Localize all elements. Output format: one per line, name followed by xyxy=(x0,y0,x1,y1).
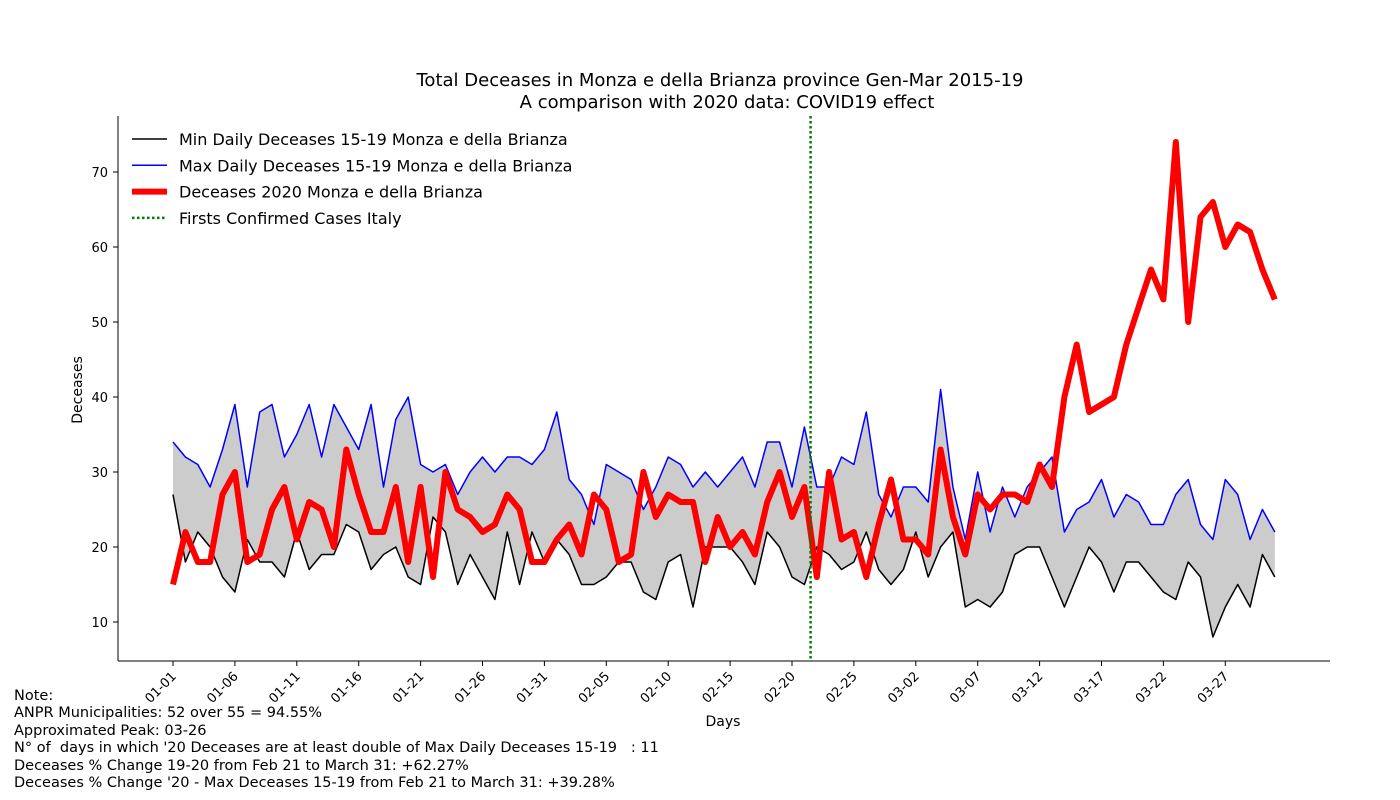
legend-label: Deceases 2020 Monza e della Brianza xyxy=(179,183,483,202)
legend-label: Max Daily Deceases 15-19 Monza e della B… xyxy=(179,156,572,175)
x-tick-label: 02-25 xyxy=(823,669,860,706)
y-tick-label: 40 xyxy=(91,391,108,406)
y-tick-label: 30 xyxy=(91,466,108,481)
series-line-min-daily-deceases-15-19-monza-e-della-brianza xyxy=(172,494,1276,638)
min-max-fill-area xyxy=(173,389,1275,637)
y-axis-label: Deceases xyxy=(70,356,86,423)
x-tick-label: 02-15 xyxy=(700,669,737,706)
y-tick-label: 20 xyxy=(91,541,108,556)
y-tick-label: 60 xyxy=(91,241,108,256)
y-tick-label: 70 xyxy=(91,166,108,181)
x-tick-label: 03-02 xyxy=(885,669,922,706)
y-ticks: 10 20 30 40 50 60 70 xyxy=(91,166,118,631)
x-tick-label: 03-12 xyxy=(1009,669,1046,706)
notes-double-days: N° of days in which '20 Deceases are at … xyxy=(14,740,659,757)
x-axis-label: Days xyxy=(706,714,741,730)
chart-subtitle: A comparison with 2020 data: COVID19 eff… xyxy=(520,92,935,113)
axes xyxy=(117,116,1330,662)
y-tick-label: 50 xyxy=(91,316,108,331)
notes-change-max: Deceases % Change '20 - Max Deceases 15-… xyxy=(14,775,615,792)
legend: Min Daily Deceases 15-19 Monza e della B… xyxy=(132,130,572,228)
notes-municipalities: ANPR Municipalities: 52 over 55 = 94.55% xyxy=(14,705,323,722)
x-tick-label: 03-17 xyxy=(1071,669,1108,706)
notes-change-19-20: Deceases % Change 19-20 from Feb 21 to M… xyxy=(14,757,469,774)
chart-title: Total Deceases in Monza e della Brianza … xyxy=(416,70,1024,91)
notes-peak: Approximated Peak: 03-26 xyxy=(14,722,207,739)
series-lines xyxy=(170,116,1278,661)
series-line-deceases-2020-monza-e-della-brianza xyxy=(170,139,1278,586)
y-tick-label: 10 xyxy=(91,616,108,631)
notes-heading: Note: xyxy=(14,688,54,704)
notes-block: Note: ANPR Municipalities: 52 over 55 = 9… xyxy=(14,688,659,792)
x-tick-label: 02-20 xyxy=(762,669,799,706)
x-tick-label: 03-07 xyxy=(947,669,984,706)
legend-label: Firsts Confirmed Cases Italy xyxy=(179,209,402,228)
x-tick-label: 03-27 xyxy=(1195,669,1232,706)
x-tick-label: 03-22 xyxy=(1133,669,1170,706)
legend-label: Min Daily Deceases 15-19 Monza e della B… xyxy=(179,130,568,149)
min-max-band xyxy=(173,389,1275,637)
series-line-max-daily-deceases-15-19-monza-e-della-brianza xyxy=(172,388,1276,541)
